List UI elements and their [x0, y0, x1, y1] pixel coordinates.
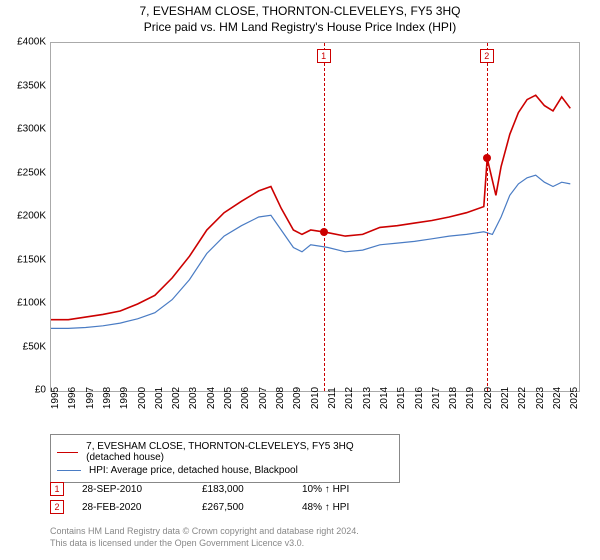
chart-title: 7, EVESHAM CLOSE, THORNTON-CLEVELEYS, FY…: [0, 4, 600, 18]
x-tick-label: 2006: [240, 387, 251, 409]
marker-box: 2: [480, 49, 494, 63]
x-tick-label: 2005: [223, 387, 234, 409]
events-table: 1 28-SEP-2010 £183,000 10% ↑ HPI 2 28-FE…: [50, 478, 570, 518]
footer-line-2: This data is licensed under the Open Gov…: [50, 538, 570, 550]
legend-label-2: HPI: Average price, detached house, Blac…: [89, 465, 298, 476]
line-plot: [51, 43, 579, 391]
event-marker-2: 2: [50, 500, 64, 514]
x-tick-label: 2023: [535, 387, 546, 409]
y-tick-label: £350K: [0, 80, 46, 91]
x-tick-label: 2008: [275, 387, 286, 409]
y-tick-label: £150K: [0, 254, 46, 265]
event-date-1: 28-SEP-2010: [82, 484, 202, 495]
x-tick-label: 2009: [292, 387, 303, 409]
legend-swatch-1: [57, 452, 78, 453]
y-tick-label: £300K: [0, 124, 46, 135]
event-date-2: 28-FEB-2020: [82, 502, 202, 513]
x-tick-label: 2001: [154, 387, 165, 409]
legend-item-1: 7, EVESHAM CLOSE, THORNTON-CLEVELEYS, FY…: [57, 441, 393, 463]
event-delta-2: 48% ↑ HPI: [302, 502, 402, 513]
marker-box: 1: [317, 49, 331, 63]
y-tick-label: £0: [0, 385, 46, 396]
x-tick-label: 1997: [85, 387, 96, 409]
x-tick-label: 2011: [327, 387, 338, 409]
x-tick-label: 2012: [344, 387, 355, 409]
chart-container: 7, EVESHAM CLOSE, THORNTON-CLEVELEYS, FY…: [0, 0, 600, 560]
x-tick-label: 2000: [137, 387, 148, 409]
x-tick-label: 2007: [258, 387, 269, 409]
event-delta-1: 10% ↑ HPI: [302, 484, 402, 495]
y-tick-label: £50K: [0, 341, 46, 352]
marker-vline: [324, 43, 325, 391]
x-tick-label: 2017: [431, 387, 442, 409]
x-tick-label: 2020: [483, 387, 494, 409]
series-price_paid: [51, 95, 570, 320]
plot-area: 12: [50, 42, 580, 392]
x-tick-label: 2002: [171, 387, 182, 409]
marker-vline: [487, 43, 488, 391]
event-price-2: £267,500: [202, 502, 302, 513]
x-tick-label: 2025: [569, 387, 580, 409]
x-tick-label: 2015: [396, 387, 407, 409]
x-tick-label: 2022: [517, 387, 528, 409]
x-tick-label: 2018: [448, 387, 459, 409]
x-tick-label: 2003: [188, 387, 199, 409]
x-tick-label: 2019: [465, 387, 476, 409]
legend: 7, EVESHAM CLOSE, THORNTON-CLEVELEYS, FY…: [50, 434, 400, 483]
footer-line-1: Contains HM Land Registry data © Crown c…: [50, 526, 570, 538]
x-tick-label: 2021: [500, 387, 511, 409]
legend-item-2: HPI: Average price, detached house, Blac…: [57, 465, 393, 476]
titles: 7, EVESHAM CLOSE, THORNTON-CLEVELEYS, FY…: [0, 0, 600, 34]
y-tick-label: £200K: [0, 211, 46, 222]
legend-label-1: 7, EVESHAM CLOSE, THORNTON-CLEVELEYS, FY…: [86, 441, 393, 463]
x-tick-label: 2016: [414, 387, 425, 409]
series-hpi: [51, 175, 570, 328]
x-tick-label: 1996: [67, 387, 78, 409]
y-tick-label: £100K: [0, 298, 46, 309]
y-tick-label: £250K: [0, 167, 46, 178]
event-price-1: £183,000: [202, 484, 302, 495]
x-tick-label: 2004: [206, 387, 217, 409]
chart-subtitle: Price paid vs. HM Land Registry's House …: [0, 20, 600, 34]
marker-dot: [320, 228, 328, 236]
marker-dot: [483, 154, 491, 162]
footer-attribution: Contains HM Land Registry data © Crown c…: [50, 526, 570, 549]
x-tick-label: 1995: [50, 387, 61, 409]
x-tick-label: 1999: [119, 387, 130, 409]
event-row-1: 1 28-SEP-2010 £183,000 10% ↑ HPI: [50, 482, 570, 496]
event-row-2: 2 28-FEB-2020 £267,500 48% ↑ HPI: [50, 500, 570, 514]
legend-swatch-2: [57, 470, 81, 471]
x-tick-label: 2024: [552, 387, 563, 409]
y-tick-label: £400K: [0, 37, 46, 48]
event-marker-1: 1: [50, 482, 64, 496]
x-tick-label: 2014: [379, 387, 390, 409]
x-tick-label: 1998: [102, 387, 113, 409]
x-tick-label: 2013: [362, 387, 373, 409]
x-tick-label: 2010: [310, 387, 321, 409]
